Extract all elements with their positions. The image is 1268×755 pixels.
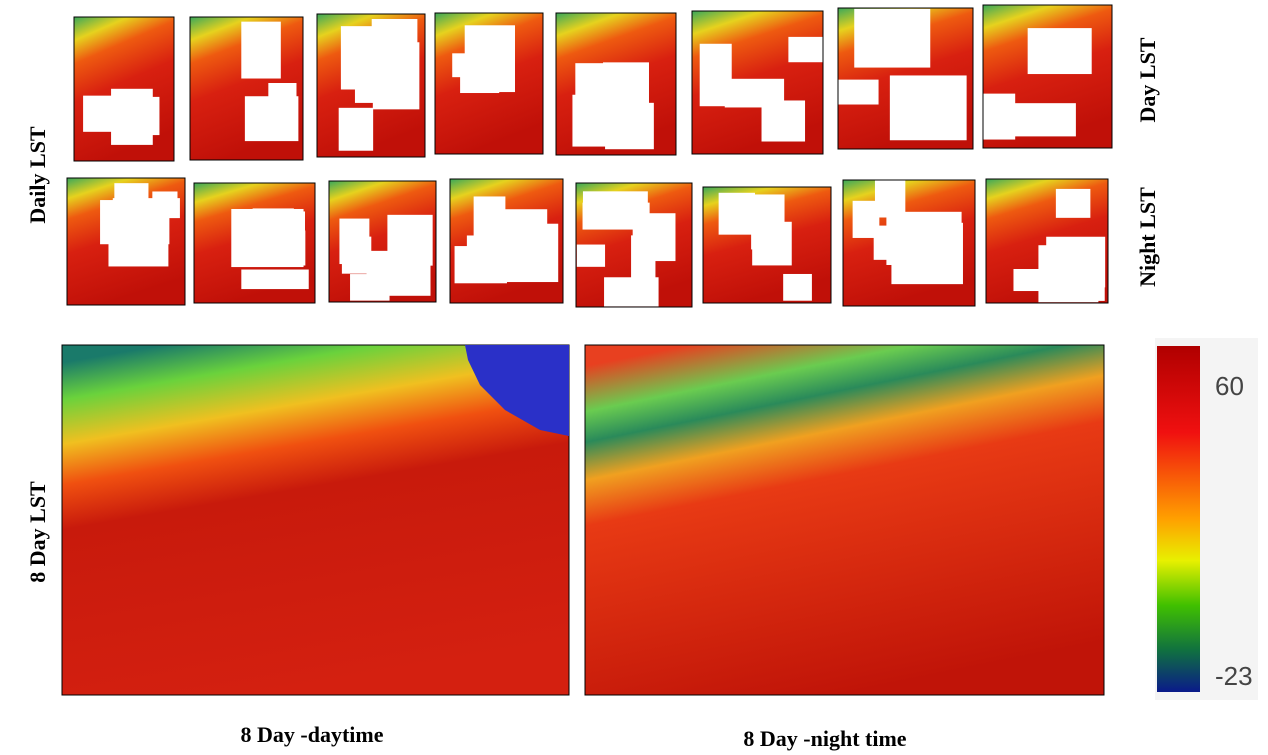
cloud-gap xyxy=(576,244,606,267)
thumbnail-frame xyxy=(702,186,832,304)
cloud-gap xyxy=(152,191,178,216)
eight-day-night-map xyxy=(584,344,1105,696)
cloud-gap xyxy=(241,269,309,290)
cloud-gap xyxy=(252,208,294,253)
cloud-gap xyxy=(632,213,676,262)
cloud-gap xyxy=(354,53,389,103)
row-label: Night LST xyxy=(1135,187,1160,287)
colorbar xyxy=(1157,346,1200,692)
colorbar-max: 60 xyxy=(1215,371,1244,401)
cloud-gap xyxy=(575,63,619,120)
thumbnail-frame xyxy=(449,178,564,304)
water-area xyxy=(465,345,569,436)
cloud-gap xyxy=(1055,188,1091,218)
cloud-gap xyxy=(874,180,906,218)
thumbnail-frame xyxy=(193,182,316,304)
thumbnail-frame xyxy=(555,12,677,156)
thumbnails xyxy=(66,4,1113,308)
thumbnail-frame xyxy=(73,16,175,162)
row-label: Day LST xyxy=(1135,37,1160,122)
cloud-gap xyxy=(338,107,374,151)
cloud-gap xyxy=(889,75,967,141)
cloud-gap xyxy=(724,78,785,108)
thumbnail-frame xyxy=(189,16,304,161)
cloud-gap xyxy=(111,88,153,145)
thumbnail-frame xyxy=(328,180,437,303)
cloud-gap xyxy=(1027,28,1092,75)
cloud-gap xyxy=(604,277,659,307)
cloud-gap xyxy=(1046,236,1106,288)
cloud-gap xyxy=(108,216,169,267)
thumbnail-frame xyxy=(985,178,1109,304)
cloud-gap xyxy=(983,93,1016,140)
thumbnail-frame xyxy=(434,12,544,155)
cloud-gap xyxy=(783,273,812,301)
map-caption: 8 Day -night time xyxy=(743,726,906,751)
map-caption: 8 Day -daytime xyxy=(241,722,384,747)
cloud-gap xyxy=(900,234,953,279)
thumbnail-frame xyxy=(842,179,976,307)
row-label: Daily LST xyxy=(25,126,50,224)
cloud-gap xyxy=(854,8,931,68)
cloud-gap xyxy=(114,183,149,212)
cloud-gap xyxy=(341,236,372,274)
thumbnail-frame xyxy=(982,4,1113,149)
cloud-gap xyxy=(1004,103,1076,137)
thumbnail-frame xyxy=(837,7,974,150)
thumbnail-frame xyxy=(575,182,693,308)
thumbnail-frame xyxy=(66,177,186,306)
eight-day-daytime-map xyxy=(61,344,570,696)
cloud-gap xyxy=(718,192,755,235)
cloud-gap xyxy=(454,246,507,284)
thumbnail-frame xyxy=(691,10,824,155)
cloud-gap xyxy=(387,214,433,266)
cloud-gap xyxy=(460,57,500,94)
thumbnail-frame xyxy=(316,13,426,158)
cloud-gap xyxy=(752,221,792,266)
cloud-gap xyxy=(498,223,559,283)
cloud-gap xyxy=(838,79,879,105)
cloud-gap xyxy=(1013,268,1056,292)
cloud-gap xyxy=(241,21,281,79)
colorbar-min: -23 xyxy=(1215,661,1253,691)
cloud-gap xyxy=(268,83,297,131)
row-label: 8 Day LST xyxy=(25,481,50,583)
cloud-gap xyxy=(788,36,823,63)
